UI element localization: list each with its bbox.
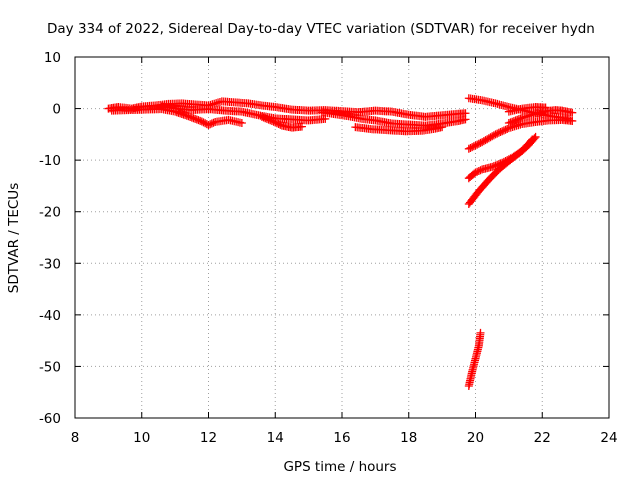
data-point bbox=[493, 129, 502, 138]
data-point bbox=[489, 162, 498, 171]
data-point bbox=[261, 114, 270, 123]
y-tick-label: 10 bbox=[44, 50, 61, 66]
data-point bbox=[488, 162, 497, 171]
data-point bbox=[269, 117, 278, 126]
chart-title: Day 334 of 2022, Sidereal Day-to-day VTE… bbox=[47, 21, 595, 37]
satellite-track-13 bbox=[464, 328, 485, 391]
data-point bbox=[206, 120, 215, 129]
data-point bbox=[469, 142, 478, 151]
y-tick-label: 0 bbox=[52, 102, 61, 118]
x-tick-label: 12 bbox=[200, 430, 217, 446]
data-point bbox=[483, 135, 492, 144]
data-point bbox=[468, 143, 477, 152]
data-layer bbox=[104, 94, 577, 391]
data-point bbox=[473, 167, 482, 176]
satellite-track-8 bbox=[464, 115, 577, 153]
data-point bbox=[438, 123, 447, 132]
data-point bbox=[474, 139, 483, 148]
x-tick-label: 22 bbox=[534, 430, 551, 446]
data-point bbox=[466, 143, 475, 152]
x-axis-label: GPS time / hours bbox=[283, 459, 396, 475]
x-tick-label: 24 bbox=[600, 430, 617, 446]
y-tick-label: -20 bbox=[39, 205, 61, 221]
y-tick-label: -60 bbox=[39, 411, 61, 427]
x-tick-label: 10 bbox=[133, 430, 150, 446]
data-point bbox=[474, 166, 483, 175]
y-axis-label: SDTVAR / TECUs bbox=[6, 183, 22, 293]
x-tick-label: 14 bbox=[267, 430, 284, 446]
data-point bbox=[266, 116, 275, 125]
data-point bbox=[464, 144, 473, 153]
x-tick-label: 18 bbox=[400, 430, 417, 446]
axis-ticks bbox=[74, 56, 610, 419]
y-tick-label: -30 bbox=[39, 256, 61, 272]
data-point bbox=[496, 128, 505, 137]
x-tick-label: 16 bbox=[333, 430, 350, 446]
satellite-track-2 bbox=[107, 105, 246, 130]
y-tick-label: -10 bbox=[39, 153, 61, 169]
data-point bbox=[498, 127, 507, 136]
data-point bbox=[568, 108, 577, 117]
satellite-track-6 bbox=[351, 123, 447, 136]
data-point bbox=[488, 132, 497, 141]
data-point bbox=[199, 118, 208, 127]
data-point bbox=[481, 136, 490, 145]
data-point bbox=[197, 117, 206, 126]
data-point bbox=[527, 136, 536, 145]
x-tick-label: 20 bbox=[467, 430, 484, 446]
data-point bbox=[541, 103, 550, 112]
data-point bbox=[276, 120, 285, 129]
data-point bbox=[484, 134, 493, 143]
data-point bbox=[272, 119, 281, 128]
data-point bbox=[297, 122, 306, 131]
data-point bbox=[267, 116, 276, 125]
data-point bbox=[503, 124, 512, 133]
data-point bbox=[494, 128, 503, 137]
satellite-track-12 bbox=[504, 103, 550, 116]
data-point bbox=[209, 118, 218, 127]
data-point bbox=[259, 113, 268, 122]
data-point bbox=[461, 115, 470, 124]
satellite-track-10 bbox=[464, 135, 537, 208]
data-point bbox=[478, 138, 487, 147]
satellite-track-4 bbox=[257, 112, 306, 132]
data-point bbox=[486, 133, 495, 142]
data-point bbox=[271, 118, 280, 127]
data-point bbox=[473, 140, 482, 149]
data-point bbox=[491, 130, 500, 139]
y-tick-labels: 10 0 -10 -20 -30 -40 -50 -60 bbox=[39, 50, 61, 427]
y-tick-label: -40 bbox=[39, 308, 61, 324]
data-point bbox=[262, 114, 271, 123]
data-point bbox=[274, 120, 283, 129]
data-point bbox=[491, 161, 500, 170]
x-tick-label: 8 bbox=[71, 430, 80, 446]
data-point bbox=[207, 119, 216, 128]
data-point bbox=[476, 166, 485, 175]
data-point bbox=[264, 115, 273, 124]
data-point bbox=[489, 131, 498, 140]
data-point bbox=[499, 126, 508, 135]
data-point bbox=[568, 116, 577, 125]
data-point bbox=[257, 112, 266, 121]
data-point bbox=[471, 168, 480, 177]
x-tick-labels: 8 10 12 14 16 18 20 22 24 bbox=[71, 430, 618, 446]
data-point bbox=[479, 137, 488, 146]
data-point bbox=[204, 121, 213, 130]
data-point bbox=[237, 119, 246, 128]
data-point bbox=[501, 125, 510, 134]
data-point bbox=[471, 141, 480, 150]
y-tick-label: -50 bbox=[39, 359, 61, 375]
data-point bbox=[476, 328, 485, 337]
data-point bbox=[476, 138, 485, 147]
data-point bbox=[528, 135, 537, 144]
data-point bbox=[201, 119, 210, 128]
